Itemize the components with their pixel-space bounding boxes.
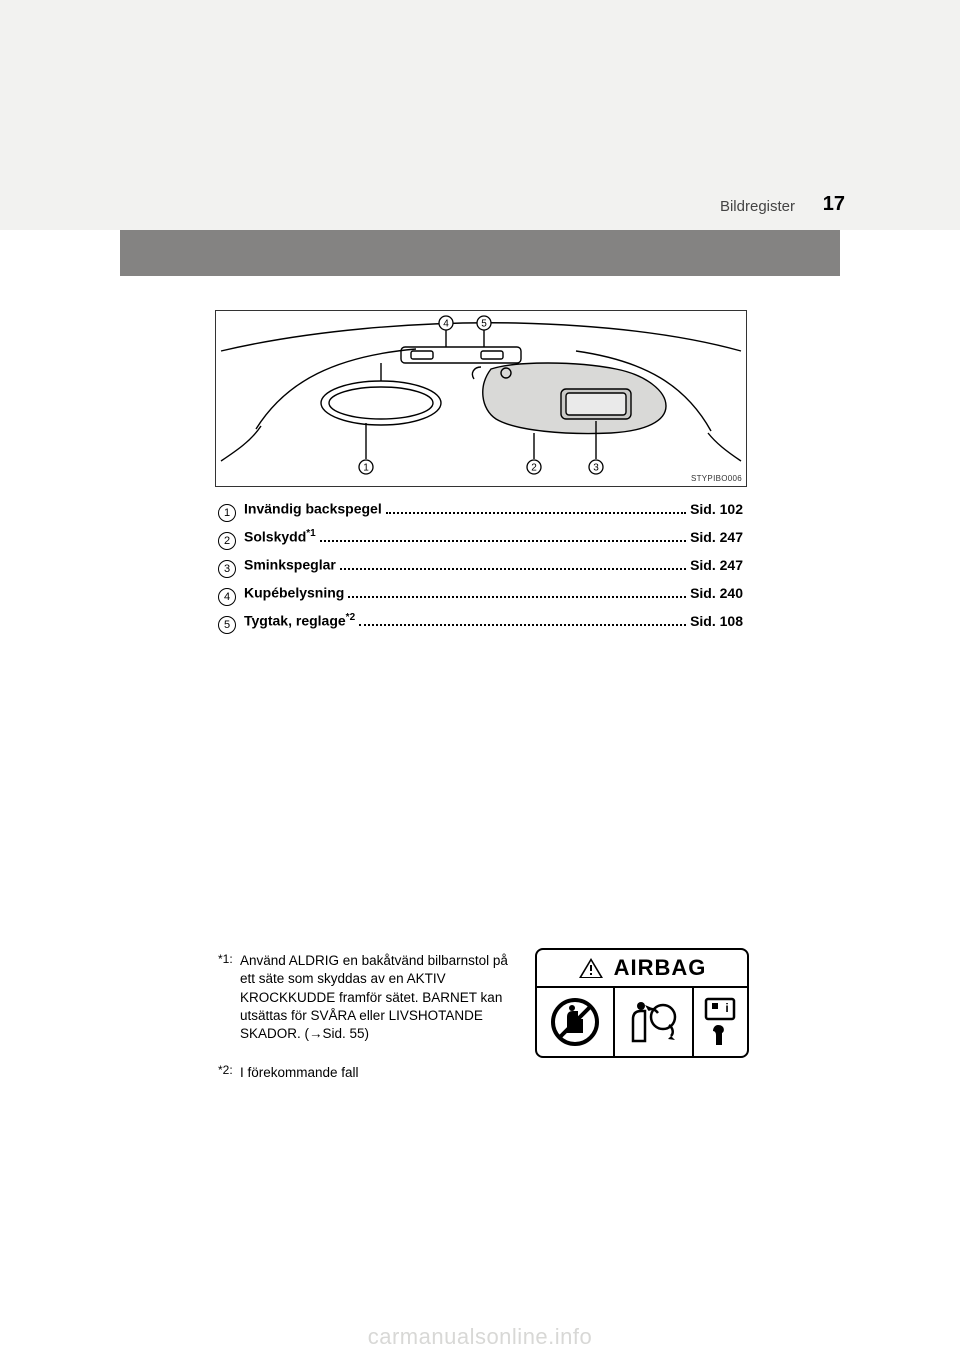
header-background — [0, 0, 960, 230]
list-page: Sid. 108 — [690, 613, 743, 629]
title-band — [120, 230, 840, 276]
footnote-text: Använd ALDRIG en bakåtvänd bilbarnstol p… — [218, 952, 508, 1043]
list-label: Tygtak, reglage*2 — [244, 612, 355, 629]
airbag-warning-label: AIRBAG — [535, 948, 749, 1058]
footnote-marker: *1: — [218, 952, 233, 966]
list-number: 2 — [218, 532, 236, 550]
footnote-2: *2: I förekommande fall — [218, 1061, 508, 1081]
footnote-marker: *2: — [218, 1063, 233, 1077]
leader-dots — [320, 530, 686, 542]
diagram-code: STYPIBO006 — [691, 474, 742, 483]
read-manual-icon: i — [692, 988, 747, 1056]
callout-4: 4 — [443, 319, 449, 330]
warning-triangle-icon — [578, 956, 604, 980]
watermark: carmanualsonline.info — [0, 1324, 960, 1350]
list-page: Sid. 102 — [690, 501, 743, 517]
page-number: 17 — [823, 193, 845, 216]
list-label: Kupébelysning — [244, 584, 344, 601]
footnotes: *1: Använd ALDRIG en bakåtvänd bilbarnst… — [218, 950, 508, 1100]
list-item: 5 Tygtak, reglage*2 Sid. 108 — [218, 612, 743, 640]
section-label: Bildregister — [720, 198, 795, 215]
list-item: 3 Sminkspeglar Sid. 247 — [218, 556, 743, 584]
list-item: 4 Kupébelysning Sid. 240 — [218, 584, 743, 612]
leader-dots — [359, 614, 686, 626]
list-number: 5 — [218, 616, 236, 634]
airbag-header: AIRBAG — [537, 950, 747, 988]
leader-dots — [348, 586, 686, 598]
no-rear-facing-seat-icon — [537, 988, 613, 1056]
airbag-deploy-icon — [613, 988, 691, 1056]
leader-dots — [340, 558, 686, 570]
list-number: 1 — [218, 504, 236, 522]
list-label: Sminkspeglar — [244, 556, 336, 573]
list-label: Solskydd*1 — [244, 528, 316, 545]
diagram-svg: 4 5 1 2 3 — [216, 311, 746, 486]
footnote-1: *1: Använd ALDRIG en bakåtvänd bilbarnst… — [218, 950, 508, 1043]
callout-5: 5 — [481, 319, 487, 330]
airbag-pictograms: i — [537, 988, 747, 1056]
list-number: 4 — [218, 588, 236, 606]
callout-1: 1 — [363, 463, 369, 474]
airbag-title: AIRBAG — [614, 955, 707, 981]
list-item: 2 Solskydd*1 Sid. 247 — [218, 528, 743, 556]
interior-diagram: 4 5 1 2 3 STYPIBO006 — [215, 310, 747, 487]
callout-2: 2 — [531, 463, 537, 474]
list-item: 1 Invändig backspegel Sid. 102 — [218, 500, 743, 528]
list-number: 3 — [218, 560, 236, 578]
list-page: Sid. 247 — [690, 557, 743, 573]
svg-text:i: i — [726, 1001, 729, 1015]
footnote-text: I förekommande fall — [218, 1064, 508, 1082]
leader-dots — [386, 502, 686, 514]
callout-3: 3 — [593, 463, 599, 474]
list-page: Sid. 247 — [690, 529, 743, 545]
callout-list: 1 Invändig backspegel Sid. 102 2 Solskyd… — [218, 500, 743, 640]
list-page: Sid. 240 — [690, 585, 743, 601]
list-label: Invändig backspegel — [244, 500, 382, 517]
manual-page: Bildregister 17 — [0, 0, 960, 1358]
